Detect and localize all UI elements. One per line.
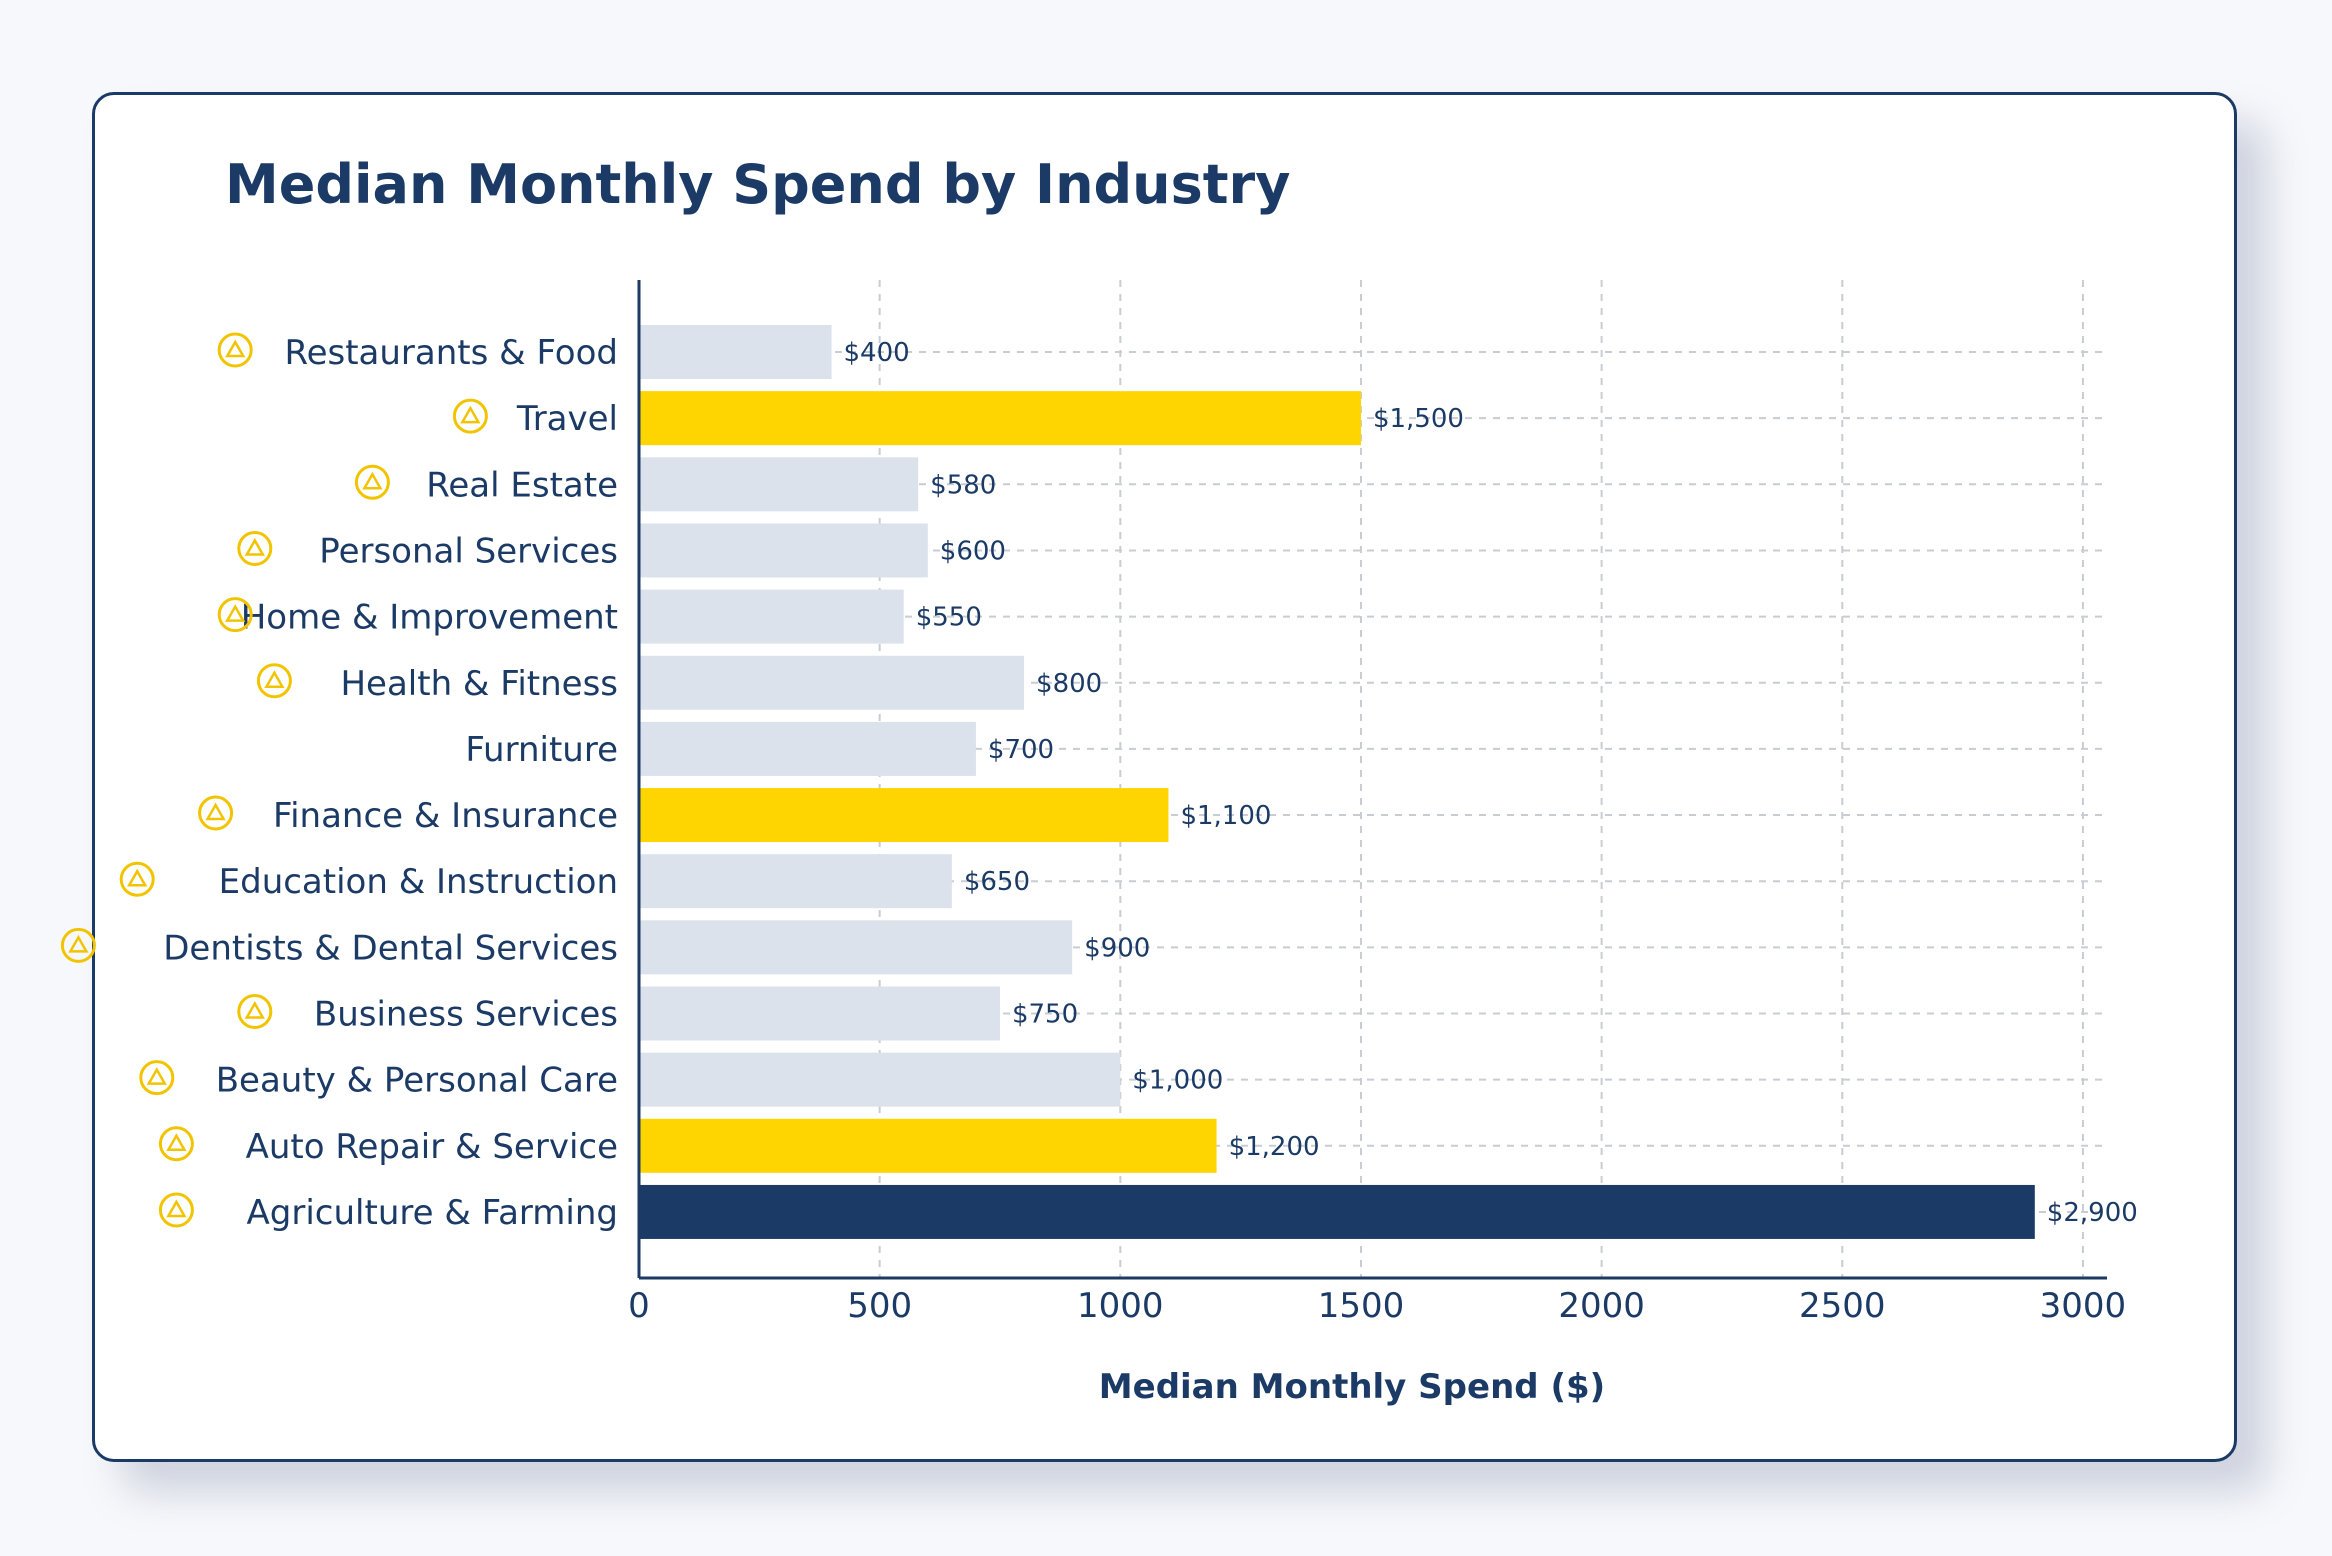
category-label: Real Estate <box>426 465 618 505</box>
category-label: Health & Fitness <box>340 664 618 704</box>
x-tick-label: 2000 <box>1558 1286 1645 1326</box>
bar <box>639 391 1361 446</box>
bar <box>639 721 976 776</box>
bar <box>639 920 1073 975</box>
category-label: Dentists & Dental Services <box>163 928 618 968</box>
category-labels: Restaurants & Food Travel Real Estate Perso… <box>60 332 618 1233</box>
bar-value-label: $650 <box>964 867 1030 897</box>
axes: 0 500 1000 1500 2000 2500 3000 <box>628 280 2126 1326</box>
real-estate-icon <box>354 464 390 500</box>
fitness-icon <box>256 663 292 699</box>
bar-value-label: $800 <box>1036 669 1102 699</box>
category-label: Personal Services <box>319 531 618 571</box>
business-icon <box>237 994 273 1029</box>
category-label: Auto Repair & Service <box>246 1127 618 1167</box>
bar <box>639 788 1169 843</box>
x-tick-label: 1500 <box>1318 1286 1405 1326</box>
beauty-icon <box>139 1060 175 1096</box>
bar <box>639 854 952 909</box>
bar-value-label: $700 <box>988 735 1054 765</box>
bar <box>639 655 1025 710</box>
bar-value-label: $580 <box>930 470 996 500</box>
x-axis-title: Median Monthly Spend ($) <box>1099 1367 1605 1407</box>
bar-value-label: $2,900 <box>2047 1198 2138 1228</box>
dentist-icon <box>60 927 96 963</box>
home-icon <box>217 597 253 633</box>
x-tick-label: 0 <box>628 1286 650 1326</box>
bar <box>639 1052 1121 1107</box>
x-tick-label: 3000 <box>2040 1286 2127 1326</box>
bar-value-label: $600 <box>940 536 1006 566</box>
bar-value-label: $750 <box>1012 1000 1078 1030</box>
category-label: Beauty & Personal Care <box>216 1061 618 1101</box>
bar <box>639 589 904 644</box>
bar <box>639 325 832 379</box>
category-label: Agriculture & Farming <box>247 1193 618 1233</box>
bar-value-label: $550 <box>916 603 982 633</box>
agriculture-icon <box>158 1192 194 1228</box>
category-label: Business Services <box>314 995 618 1035</box>
x-tick-label: 2500 <box>1799 1286 1886 1326</box>
bars: $400 $1,500 $580 $600 $550 $800 $700 $1,100 $650… <box>639 325 2138 1239</box>
category-label: Travel <box>516 399 618 439</box>
category-label: Finance & Insurance <box>273 796 618 836</box>
bar-value-label: $1,000 <box>1132 1066 1223 1096</box>
education-icon <box>119 861 155 897</box>
chart-title: Median Monthly Spend by Industry <box>225 153 1291 216</box>
category-label: Home & Improvement <box>241 598 618 638</box>
bar <box>639 1184 2035 1239</box>
restaurant-icon <box>217 332 253 368</box>
travel-icon <box>452 398 488 434</box>
category-label: Education & Instruction <box>219 862 618 902</box>
bar-value-label: $1,100 <box>1180 801 1271 831</box>
personal-services-icon <box>237 530 273 566</box>
x-tick-label: 1000 <box>1077 1286 1164 1326</box>
category-label: Furniture <box>465 730 618 770</box>
bar <box>639 1118 1217 1173</box>
bar-value-label: $1,500 <box>1373 404 1464 434</box>
bar <box>639 523 928 578</box>
x-tick-label: 500 <box>847 1286 912 1326</box>
bar <box>639 986 1000 1041</box>
bar-value-label: $900 <box>1084 933 1150 963</box>
bar-value-label: $400 <box>844 338 910 368</box>
auto-icon <box>158 1126 194 1162</box>
finance-icon <box>198 795 234 831</box>
bar-value-label: $1,200 <box>1229 1132 1320 1162</box>
category-label: Restaurants & Food <box>284 333 618 373</box>
bar <box>639 457 919 512</box>
